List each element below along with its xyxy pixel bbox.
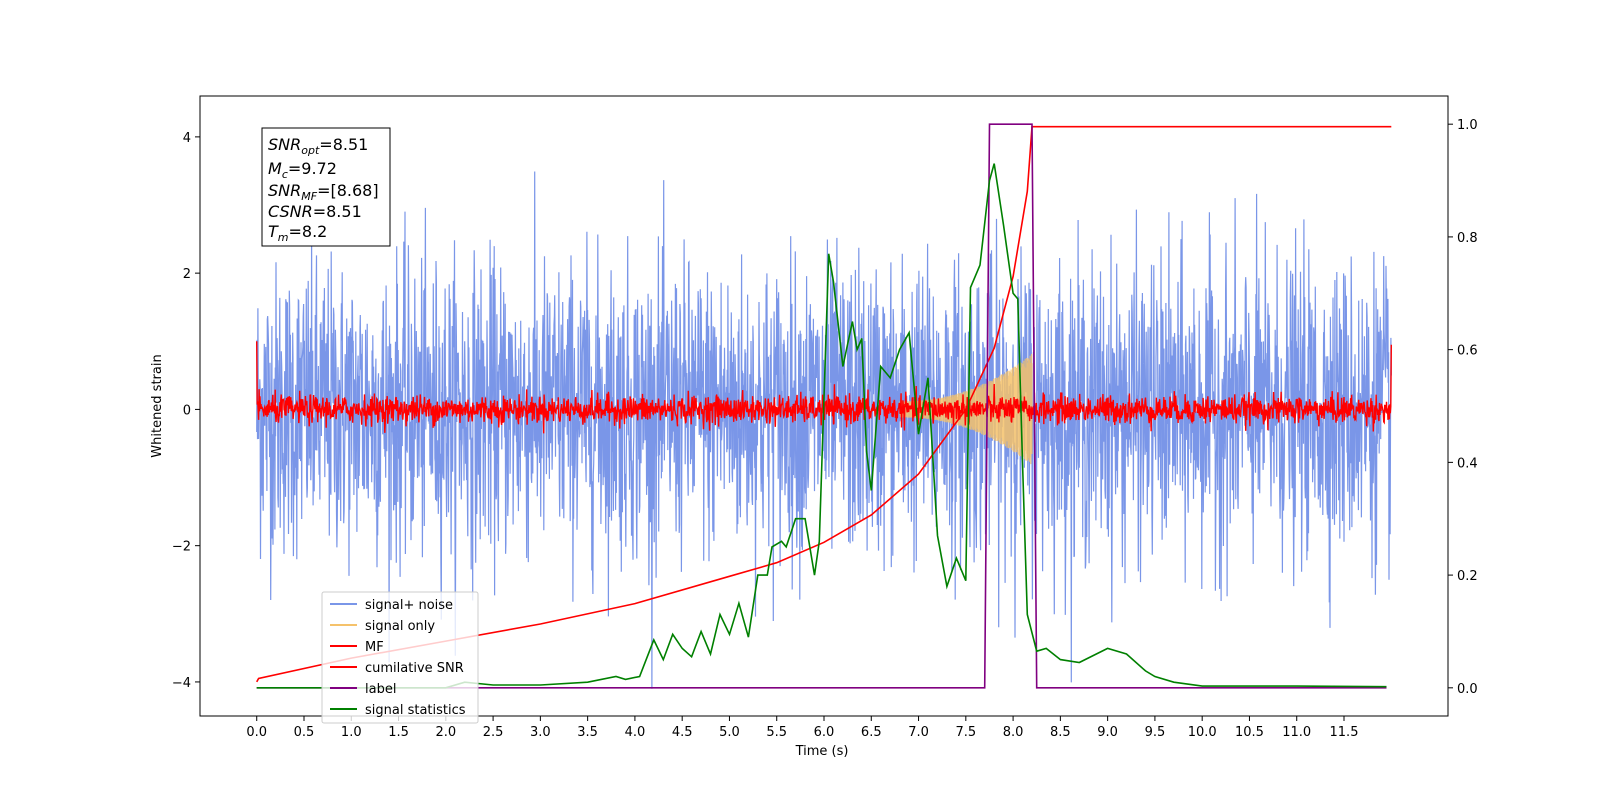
y-right-tick-label: 0.6 [1457,344,1478,359]
legend-frame [321,591,479,724]
y-axis-label: Whitened strain [150,354,165,457]
x-tick-label: 3.5 [577,725,598,740]
x-tick-label: 10.5 [1235,725,1264,740]
series-signal-statistics-line [256,163,1387,689]
x-tick-label: 11.5 [1330,725,1359,740]
x-tick-label: 9.5 [1145,725,1166,740]
x-tick-label: 7.5 [955,725,976,740]
x-tick-label: 2.0 [435,725,456,740]
y-left-tick-label: 4 [183,131,191,146]
legend-label-mf: MF [365,640,384,655]
y-left-tick-label: 0 [183,403,191,418]
legend-item-signal-only: signal only [330,619,435,634]
x-tick-label: 2.5 [483,725,504,740]
info-tm: Tm=8.2 [268,222,327,244]
x-tick-label: 8.5 [1050,725,1071,740]
x-tick-label: 8.0 [1003,725,1024,740]
legend-item-signal-noise: signal+ noise [330,598,453,613]
legend-item-label: label [330,682,396,697]
info-mc: Mc=9.72 [268,159,337,181]
info-snr-mf: SNRMF=[8.68] [268,181,379,203]
x-tick-label: 9.0 [1097,725,1118,740]
x-axis-ticks: 0.0 0.5 1.0 1.5 2.0 2.5 3.0 3.5 4.0 4.5 5.0 5.5 6.0 6… [246,716,1358,740]
y-right-tick-label: 0.4 [1457,456,1478,471]
x-tick-label: 7.0 [908,725,929,740]
x-tick-label: 1.0 [341,725,362,740]
legend-label-label: label [365,682,396,697]
legend-label-signal-noise: signal+ noise [365,598,453,613]
info-snr-opt: SNRopt=8.51 [268,135,368,157]
x-tick-label: 6.0 [814,725,835,740]
y-axis-right-ticks: 1.0 0.8 0.6 0.4 0.2 0.0 [1448,118,1478,697]
x-tick-label: 4.5 [672,725,693,740]
x-tick-label: 10.0 [1188,725,1217,740]
x-tick-label: 6.5 [861,725,882,740]
x-tick-label: 11.0 [1282,725,1311,740]
y-left-tick-label: 2 [183,267,191,282]
legend-label-signal-only: signal only [365,619,435,634]
x-axis-label: Time (s) [795,744,849,759]
series-signal-only-line [899,353,1033,465]
series-label-line [256,123,1387,689]
info-box-frame [261,127,391,247]
x-tick-label: 3.0 [530,725,551,740]
legend-item-cumulative-snr: cumilative SNR [330,661,464,676]
y-left-tick-label: −2 [172,540,191,555]
x-tick-label: 5.5 [766,725,787,740]
info-csnr: CSNR=8.51 [268,202,362,221]
info-box: SNRopt=8.51 Mc=9.72 SNRMF=[8.68] CSNR=8.… [261,127,391,247]
y-right-tick-label: 0.0 [1457,682,1478,697]
legend-label-cumulative-snr: cumilative SNR [365,661,464,676]
legend-item-mf: MF [330,640,384,655]
legend-item-signal-statistics: signal statistics [330,703,466,718]
x-tick-label: 1.5 [388,725,409,740]
legend: signal+ noise signal only MF cumilative … [321,591,479,724]
legend-label-signal-statistics: signal statistics [365,703,466,718]
y-right-tick-label: 0.8 [1457,231,1478,246]
y-left-tick-label: −4 [172,676,191,691]
y-axis-left-ticks: 4 2 0 −2 −4 [172,131,200,691]
y-right-tick-label: 1.0 [1457,118,1478,133]
x-tick-label: 4.0 [625,725,646,740]
x-tick-label: 0.5 [294,725,315,740]
y-right-tick-label: 0.2 [1457,569,1478,584]
x-tick-label: 5.0 [719,725,740,740]
x-tick-label: 0.0 [246,725,267,740]
